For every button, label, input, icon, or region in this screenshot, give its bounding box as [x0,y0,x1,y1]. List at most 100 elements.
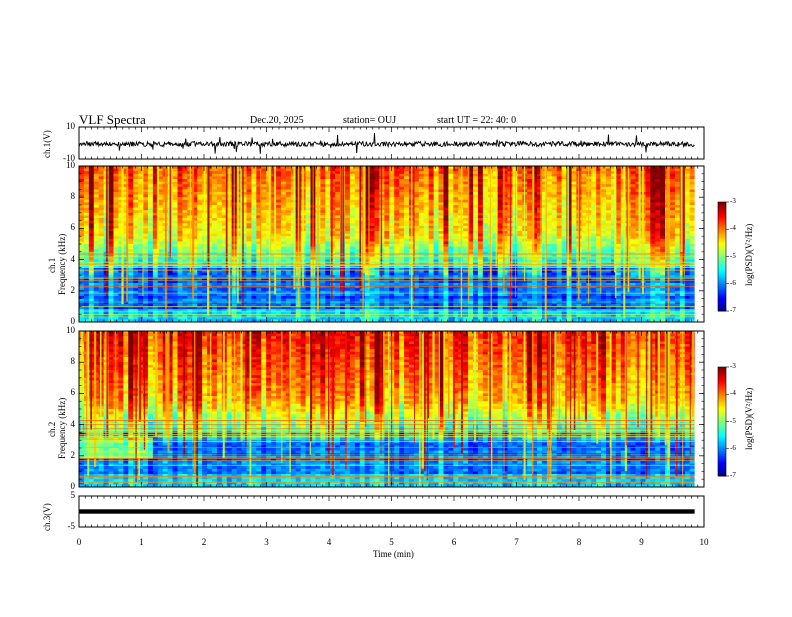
spectrogram-cell [256,166,262,169]
spectrogram-cell [79,181,85,185]
spectrogram-cell [423,236,430,240]
spectrogram-cell [502,220,508,224]
spectrogram-cell [364,186,370,190]
spectrogram-cell [428,257,435,260]
spectrogram-cell [241,262,247,266]
spectrogram-cell [551,264,558,268]
spectrogram-cell [433,223,439,227]
spectrogram-cell [364,168,370,172]
spectrogram-cell [571,176,577,180]
spectrogram-cell [517,197,523,201]
spectrogram-cell [123,197,129,201]
spectrogram-cell [463,262,469,266]
spectrogram-cell [133,231,139,234]
spectrogram-cell [88,262,95,266]
spectrogram-cell [349,236,356,240]
spectrogram-cell [497,168,503,172]
spectrogram-cell [172,199,178,203]
spectrogram-cell [93,166,100,169]
spectrogram-cell [276,251,282,255]
spectrogram-cell [147,241,154,245]
spectrogram-cell [384,238,390,242]
spectrogram-cell [325,249,331,253]
spectrogram-cell [566,194,572,198]
spectrogram-cell [492,210,499,214]
spectrogram-cell [285,267,292,271]
spectrogram-cell [340,241,346,245]
spectrogram-cell [443,181,449,185]
spectrogram-cell [172,264,178,268]
spectrogram-cell [118,205,124,208]
spectrogram-cell [256,181,262,185]
spectrogram-cell [433,194,439,198]
spectrogram-cell [330,189,336,193]
spectrogram-cell [261,215,267,219]
spectrogram-cell [610,218,617,221]
spectrogram-cell [438,264,444,268]
spectrogram-cell [670,228,676,232]
spectrogram-cell [271,238,277,242]
spectrogram-cell [236,257,242,260]
spectrogram-cell [211,192,218,195]
spectrogram-cell [591,254,597,258]
spectrogram-cell [172,254,178,258]
spectrogram-cell [118,259,124,263]
spectrogram-cell [340,210,346,214]
spectrogram-cell [261,166,267,169]
spectrogram-cell [123,233,129,237]
spectrogram-cell [527,192,533,195]
spectrogram-cell [468,181,474,185]
spectrogram-cell [660,262,666,266]
spectrogram-cell [276,181,282,185]
spectrogram-cell [482,262,489,266]
spectrogram-cell [113,189,119,193]
spectrogram-cell [389,236,395,240]
spectrogram-cell [404,181,410,185]
spectrogram-cell [143,184,149,188]
spectrogram-cell [541,225,548,229]
spectrogram-cell [325,236,331,240]
spectrogram-cell [221,173,228,177]
spectrogram-cell [364,184,370,188]
spectrogram-cell [689,238,696,242]
spectrogram-cell [128,176,134,180]
spectrogram-cell [591,262,597,266]
spectrogram-cell [566,197,572,201]
spectrogram-cell [276,233,282,237]
spectrogram-cell [177,168,183,172]
spectrogram-cell [670,202,676,206]
spectrogram-cell [674,192,681,195]
spectrogram-cell [423,168,430,172]
spectrogram-cell [556,218,563,221]
spectrogram-cell [566,241,572,245]
spectrogram-cell [113,215,119,219]
spectrogram-cell [605,233,612,237]
spectrogram-cell [113,262,119,266]
spectrogram-cell [246,192,252,195]
spectrogram-cell [108,199,114,203]
spectrogram-cell [463,179,469,182]
spectrogram-cell [541,207,548,211]
spectrogram-cell [630,264,636,268]
spectrogram-cell [645,238,651,242]
spectrogram-cell [133,257,139,260]
spectrogram-cell [404,202,410,206]
spectrogram-cell [197,176,203,180]
spectrogram-cell [79,236,85,240]
spectrogram-cell [340,254,346,258]
spectrogram-cell [192,215,198,219]
spectrogram-cell [138,267,144,271]
spectrogram-cell [83,259,90,263]
spectrogram-cell [123,179,129,182]
spectrogram-cell [276,215,282,219]
spectrogram-cell [418,210,425,214]
spectrogram-cell [216,241,223,245]
spectrogram-cell [216,231,223,234]
spectrogram-cell [404,257,410,260]
spectrogram-cell [532,173,538,177]
spectrogram-cell [650,220,656,224]
spectrogram-cell [477,249,484,253]
spectrogram-cell [645,184,651,188]
spectrogram-cell [532,262,538,266]
spectrogram-cell [394,215,400,219]
